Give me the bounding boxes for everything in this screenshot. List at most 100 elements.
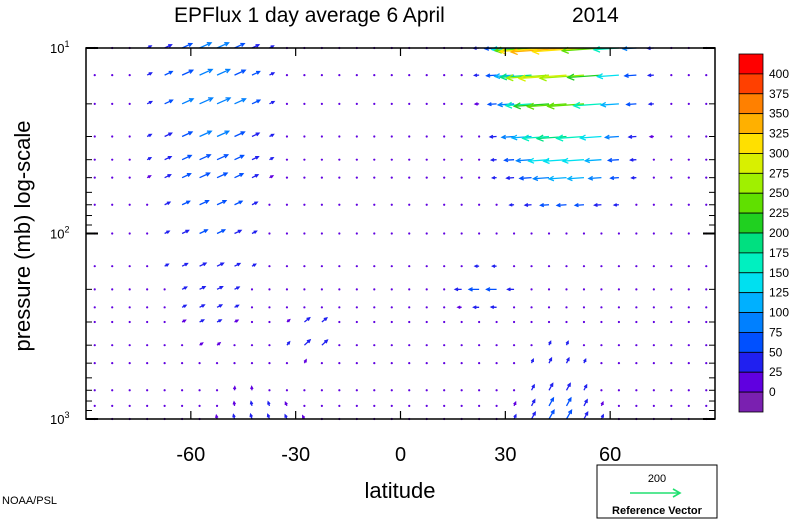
vector-arrow — [128, 265, 131, 268]
vector-dot — [687, 176, 690, 179]
vector-arrow — [321, 339, 329, 346]
vector-head — [225, 68, 231, 74]
vector-arrow — [146, 175, 152, 179]
vector-arrow — [617, 320, 621, 324]
vector-arrow — [512, 320, 516, 324]
vector-dot — [93, 135, 96, 138]
vector-arrow — [338, 344, 341, 347]
vector-arrow — [146, 72, 153, 76]
vector-head — [561, 157, 569, 164]
vector-arrow — [128, 158, 131, 161]
vector-arrow — [646, 73, 654, 78]
vector-dot — [303, 232, 306, 235]
vector-arrow — [478, 404, 481, 408]
vector-arrow — [478, 320, 481, 324]
vector-arrow — [269, 175, 275, 179]
vector-dot — [460, 389, 463, 392]
colorbar-label: 250 — [769, 186, 789, 200]
vector-head — [270, 133, 275, 138]
vector-dot — [512, 232, 516, 235]
vector-arrow — [146, 389, 149, 392]
vector-dot — [425, 203, 428, 206]
vector-arrow — [670, 344, 673, 347]
vector-arrow — [617, 362, 621, 365]
vector-arrow — [670, 265, 673, 268]
vector-dot — [355, 265, 358, 268]
vector-arrow — [490, 175, 497, 180]
vector-dot — [705, 389, 708, 392]
vector-dot — [320, 203, 323, 206]
vector-arrow — [629, 157, 637, 162]
colorbar-swatch — [738, 351, 764, 373]
vector-arrow — [268, 265, 271, 268]
vector-shaft — [216, 172, 228, 179]
vector-arrow — [251, 70, 261, 76]
vector-arrow — [512, 306, 516, 309]
vector-arrow — [390, 306, 393, 309]
vector-dot — [460, 362, 463, 365]
vector-arrow — [547, 306, 551, 309]
vector-arrow — [164, 201, 172, 206]
x-tick-label: 0 — [395, 444, 406, 466]
vector-head — [491, 264, 496, 268]
vector-dot — [390, 176, 393, 179]
vector-arrow — [390, 344, 393, 347]
vector-arrow — [705, 135, 708, 138]
vector-head — [549, 382, 554, 387]
vector-arrow — [425, 344, 428, 347]
vector-arrow — [647, 102, 654, 106]
vector-dot — [390, 288, 393, 291]
vector-shaft — [506, 74, 550, 79]
vector-arrow — [489, 157, 497, 162]
vector-arrow — [338, 203, 341, 206]
vector-shaft — [597, 74, 619, 78]
vector-dot — [128, 265, 131, 268]
vector-arrow — [510, 134, 532, 141]
colorbar-label: 100 — [769, 306, 789, 320]
vector-arrow — [425, 158, 428, 161]
vector-dot — [163, 344, 166, 347]
vector-arrow — [232, 385, 237, 391]
vector-arrow — [670, 389, 673, 392]
vector-arrow — [460, 203, 463, 206]
vector-arrow — [128, 203, 131, 206]
vector-arrow — [582, 306, 586, 309]
vector-dot — [705, 135, 708, 138]
vector-arrow — [495, 320, 498, 324]
vector-head — [323, 316, 328, 322]
vector-arrow — [234, 154, 245, 161]
vector-arrow — [338, 74, 341, 77]
vector-arrow — [216, 130, 231, 138]
vector-arrow — [338, 306, 341, 309]
vector-arrow — [268, 288, 271, 291]
vector-arrow — [503, 157, 515, 163]
vector-head — [572, 101, 581, 109]
vector-dot — [146, 306, 149, 309]
colorbar-label: 225 — [769, 206, 789, 220]
vector-arrow — [425, 74, 428, 77]
vector-shaft — [516, 159, 532, 162]
vector-arrow — [687, 288, 690, 291]
vector-dot — [635, 232, 638, 235]
vector-shaft — [181, 131, 193, 138]
vector-dot — [617, 344, 621, 347]
colorbar-swatch — [738, 292, 764, 313]
vector-arrow — [181, 173, 192, 179]
vector-head — [168, 132, 173, 137]
vector-arrow — [216, 68, 231, 76]
vector-arrow — [578, 134, 602, 141]
vector-arrow — [443, 158, 446, 161]
vector-arrow — [617, 232, 621, 235]
vector-head — [647, 102, 653, 106]
vector-shaft — [585, 159, 602, 162]
vector-arrow — [111, 306, 114, 309]
vector-dot — [670, 306, 673, 309]
vector-head — [583, 357, 587, 363]
vector-arrow — [600, 306, 603, 309]
vector-arrow — [460, 232, 463, 235]
vector-arrow — [199, 342, 204, 346]
vector-head — [221, 229, 227, 234]
vector-arrow — [355, 344, 358, 347]
vector-arrow — [199, 154, 212, 161]
vector-arrow — [687, 203, 690, 206]
